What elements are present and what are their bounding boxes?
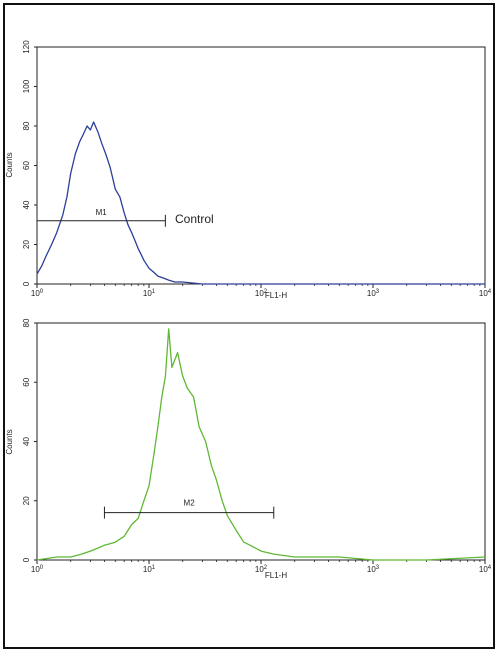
histogram-line — [36, 328, 486, 561]
x-tick-label: 103 — [367, 289, 380, 298]
y-tick-label: 120 — [22, 40, 31, 54]
y-tick-label: 80 — [22, 121, 31, 130]
x-tick-label: 100 — [31, 289, 44, 298]
y-tick-label: 60 — [22, 161, 31, 170]
figure-frame — [3, 3, 495, 649]
y-tick-label: 40 — [22, 200, 31, 209]
x-tick-label: 100 — [31, 565, 44, 574]
gate-label: M1 — [96, 208, 108, 217]
y-tick-label: 0 — [22, 557, 31, 562]
x-tick-label: 103 — [367, 565, 380, 574]
y-tick-label: 0 — [22, 281, 31, 286]
y-tick-label: 20 — [22, 496, 31, 505]
x-axis-label: FL1-H — [265, 571, 287, 580]
plot-area-frame — [36, 46, 486, 285]
y-axis-label: Counts — [5, 152, 14, 177]
y-tick-label: 100 — [22, 79, 31, 93]
plot-area-frame — [36, 322, 486, 561]
y-tick-label: 80 — [22, 318, 31, 327]
histogram-panel-2: 0 20 40 60 80 100 101 102 103 104 FL1-H Counts M2 — [5, 318, 492, 580]
annotation-label: Control — [175, 212, 214, 226]
x-tick-label: 101 — [143, 289, 156, 298]
y-axis-label: Counts — [5, 429, 14, 454]
x-tick-label: 104 — [479, 565, 492, 574]
x-tick-label: 101 — [143, 565, 156, 574]
x-tick-label: 102 — [255, 289, 268, 298]
histogram-panel-1: 0 20 40 60 80 100 120 100 101 102 103 104 FL1-H Count… — [5, 40, 492, 300]
x-tick-label: 104 — [479, 289, 492, 298]
gate-label: M2 — [184, 499, 196, 508]
y-tick-label: 20 — [22, 240, 31, 249]
y-tick-label: 60 — [22, 377, 31, 386]
y-tick-label: 40 — [22, 437, 31, 446]
histogram-line — [36, 121, 485, 285]
x-tick-label: 102 — [255, 565, 268, 574]
x-axis-label: FL1-H — [265, 291, 287, 300]
